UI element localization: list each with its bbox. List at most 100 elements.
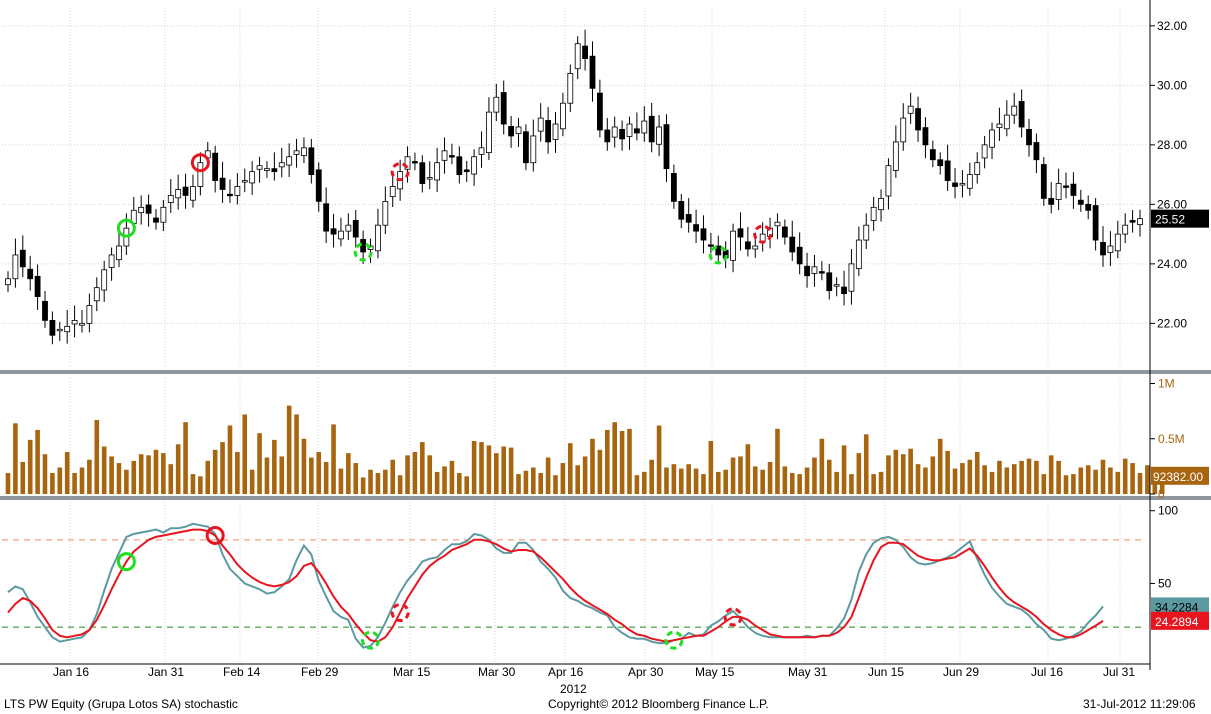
candle-body xyxy=(249,171,256,184)
candle-body xyxy=(545,120,552,143)
volume-bar xyxy=(116,463,122,494)
volume-bar xyxy=(109,456,114,494)
candle-body xyxy=(271,168,278,173)
volume-bar xyxy=(101,446,107,494)
volume-bar xyxy=(35,429,40,494)
volume-bar xyxy=(131,460,137,494)
candle xyxy=(56,321,63,341)
candle xyxy=(12,238,19,288)
security-description: LTS PW Equity (Grupa Lotos SA) stochasti… xyxy=(4,697,238,711)
volume-bar xyxy=(390,459,396,494)
candle-body xyxy=(153,217,159,223)
candle xyxy=(1107,231,1114,266)
sell-signal-marker xyxy=(390,603,410,623)
candle-body xyxy=(818,271,825,274)
candle xyxy=(256,156,263,183)
volume-bar xyxy=(745,444,751,494)
volume-bar xyxy=(449,460,455,494)
volume-bar xyxy=(227,425,233,494)
volume-bar xyxy=(397,475,403,494)
candle-body xyxy=(582,45,588,59)
volume-bar xyxy=(604,429,610,494)
candle-body xyxy=(508,126,515,137)
candle-body xyxy=(781,226,788,238)
volume-bar xyxy=(634,475,640,494)
volume-bar xyxy=(249,469,255,494)
candle-body xyxy=(952,182,958,187)
volume-bar xyxy=(841,445,847,494)
volume-bar xyxy=(730,457,736,494)
volume-tick-label: 0.5M xyxy=(1158,432,1185,446)
x-tick-label: Jun 15 xyxy=(868,665,904,679)
volume-bar xyxy=(974,452,980,494)
candle xyxy=(833,277,840,297)
candle-body xyxy=(619,128,625,140)
volume-bar xyxy=(775,428,780,494)
candle xyxy=(293,138,300,168)
volume-bar xyxy=(945,450,950,494)
volume-bar xyxy=(812,457,817,494)
volume-bar xyxy=(908,448,913,494)
volume-bar xyxy=(494,453,499,494)
candle xyxy=(456,146,463,184)
volume-bar xyxy=(79,467,85,494)
candle-body xyxy=(227,193,233,197)
candle xyxy=(774,213,781,240)
candle-body xyxy=(929,149,936,161)
candle-body xyxy=(1018,101,1025,128)
volume-bar xyxy=(930,456,936,494)
x-tick-label: May 31 xyxy=(788,665,828,679)
candle-body xyxy=(1003,114,1010,130)
x-tick-label: Mar 30 xyxy=(478,665,516,679)
candle-body xyxy=(197,162,204,187)
candle-body xyxy=(419,162,426,184)
candle-body xyxy=(523,131,529,164)
volume-bar xyxy=(952,468,958,494)
sell-signal-marker xyxy=(205,525,225,545)
candle xyxy=(855,226,862,277)
candle-body xyxy=(256,165,263,170)
candle-body xyxy=(1063,185,1069,188)
candle xyxy=(93,277,100,312)
candle-body xyxy=(922,127,929,146)
volume-bar xyxy=(175,444,181,494)
candle xyxy=(441,137,448,174)
volume-bar xyxy=(486,445,492,494)
candle xyxy=(19,235,26,278)
candle xyxy=(715,235,722,264)
sell-signal-marker xyxy=(390,162,410,182)
volume-bar xyxy=(967,459,973,494)
candle xyxy=(412,152,418,171)
year-label: 2012 xyxy=(560,682,587,696)
candle xyxy=(626,116,633,150)
candle-body xyxy=(12,254,19,280)
y-tick-label: 22.00 xyxy=(1157,316,1187,330)
volume-bar xyxy=(708,440,714,494)
candle-body xyxy=(1129,220,1136,223)
candle xyxy=(523,124,529,171)
candle xyxy=(1137,209,1143,237)
candle xyxy=(264,161,270,178)
candle-body xyxy=(175,189,182,199)
buy-signal-marker xyxy=(361,630,381,650)
candle-body xyxy=(737,228,744,238)
volume-tick-label: 1M xyxy=(1158,377,1175,391)
candle-body xyxy=(574,43,581,70)
candle-body xyxy=(278,162,285,168)
volume-bar xyxy=(641,471,647,494)
panel-separator xyxy=(0,496,1211,500)
volume-bar xyxy=(1159,483,1165,494)
volume-bar xyxy=(738,456,743,494)
candle-body xyxy=(826,272,833,292)
volume-bar xyxy=(368,469,373,494)
volume-bar xyxy=(715,471,721,494)
candle-body xyxy=(441,150,448,161)
candle xyxy=(108,247,115,281)
volume-bar xyxy=(723,469,728,494)
volume-bar xyxy=(560,463,566,494)
candle xyxy=(338,217,344,247)
volume-bar xyxy=(664,467,669,494)
candle-body xyxy=(596,92,603,131)
candle xyxy=(589,41,596,102)
candle-body xyxy=(833,284,840,287)
